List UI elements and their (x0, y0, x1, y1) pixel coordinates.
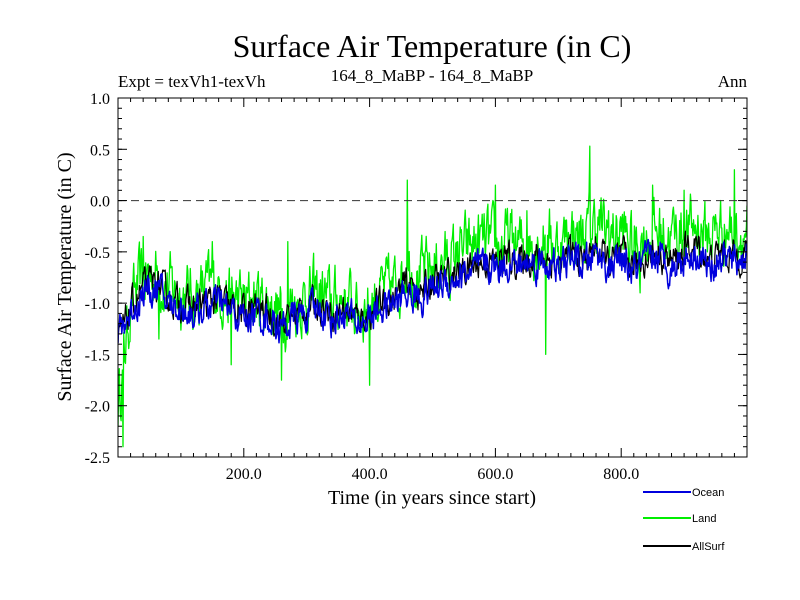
y-tick-label: 0.5 (90, 142, 110, 159)
y-tick-label: -2.5 (85, 450, 110, 467)
legend-label-ocean: Ocean (692, 487, 724, 499)
series-line-land (118, 145, 747, 448)
chart-subtitle-right: Ann (718, 72, 748, 91)
x-tick-label: 600.0 (477, 466, 513, 483)
series-layer (118, 145, 747, 448)
series-line-ocean (118, 238, 747, 344)
y-tick-label: -1.5 (85, 347, 110, 364)
y-tick-label: -1.0 (85, 296, 110, 313)
chart-subtitle-left: Expt = texVh1-texVh (118, 72, 266, 91)
chart-subtitle-center: 164_8_MaBP - 164_8_MaBP (331, 66, 533, 85)
x-axis-label: Time (in years since start) (328, 487, 536, 509)
chart-title: Surface Air Temperature (in C) (233, 28, 632, 64)
legend-label-land: Land (692, 513, 716, 525)
y-axis-label: Surface Air Temperature (in C) (54, 152, 76, 401)
y-tick-label: 0.0 (90, 194, 110, 211)
ticks-layer: 1.0 0.5 0.0 -0.5 -1.0 -1.5 -2.0 -2.5 200.0 400.0 6… (85, 91, 748, 483)
x-tick-label: 200.0 (226, 466, 262, 483)
y-tick-label: -0.5 (85, 245, 110, 262)
y-tick-label: -2.0 (85, 399, 110, 416)
x-tick-label: 800.0 (603, 466, 639, 483)
x-tick-label: 400.0 (352, 466, 388, 483)
legend: Ocean Land AllSurf (643, 487, 725, 553)
legend-label-allsurf: AllSurf (692, 541, 725, 553)
y-tick-label: 1.0 (90, 91, 110, 108)
